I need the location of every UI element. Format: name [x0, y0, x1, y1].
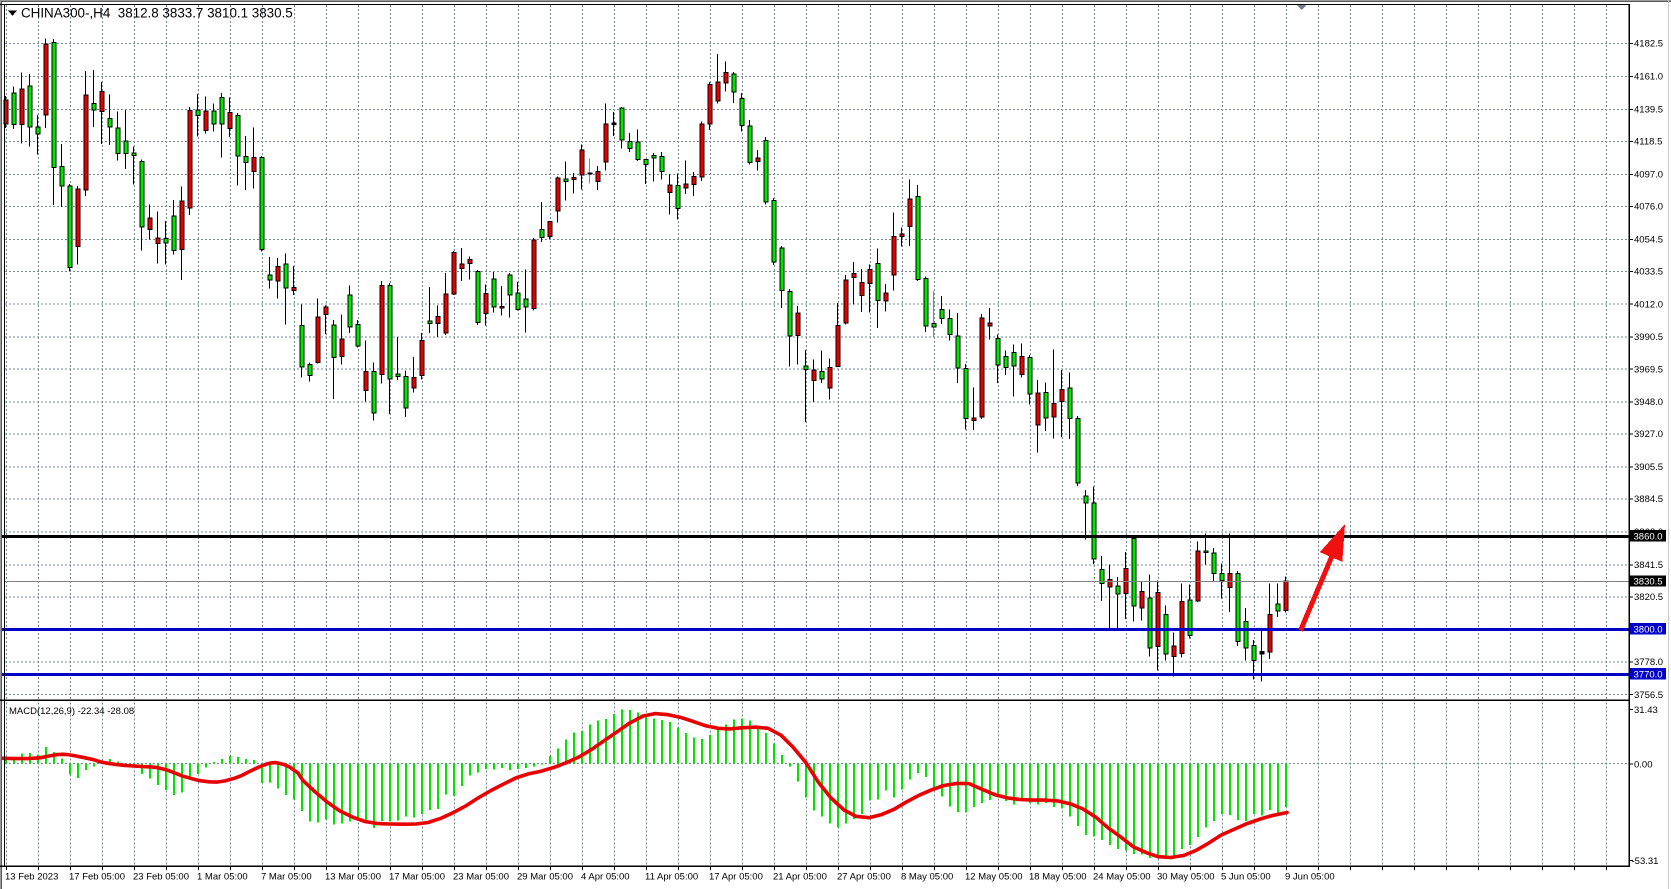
svg-text:21 Apr 05:00: 21 Apr 05:00	[773, 872, 827, 883]
svg-text:7 Mar 05:00: 7 Mar 05:00	[261, 872, 312, 883]
svg-text:0.00: 0.00	[1634, 759, 1653, 770]
svg-text:4097.0: 4097.0	[1634, 169, 1663, 180]
svg-text:3820.5: 3820.5	[1634, 592, 1663, 603]
svg-text:31.43: 31.43	[1634, 705, 1658, 716]
svg-text:5 Jun 05:00: 5 Jun 05:00	[1221, 872, 1271, 883]
svg-text:13 Feb 2023: 13 Feb 2023	[5, 872, 58, 883]
svg-text:3841.5: 3841.5	[1634, 560, 1663, 571]
svg-text:3884.5: 3884.5	[1634, 494, 1663, 505]
svg-text:18 May 05:00: 18 May 05:00	[1029, 872, 1087, 883]
svg-text:13 Mar 05:00: 13 Mar 05:00	[325, 872, 381, 883]
svg-text:8 May 05:00: 8 May 05:00	[901, 872, 953, 883]
svg-text:CHINA300-,H4 3812.8 3833.7 38: CHINA300-,H4 3812.8 3833.7 3810.1 3830.5	[21, 6, 293, 21]
svg-text:30 May 05:00: 30 May 05:00	[1157, 872, 1215, 883]
svg-text:3905.5: 3905.5	[1634, 462, 1663, 473]
svg-text:MACD(12,26,9) -22.34 -28.08: MACD(12,26,9) -22.34 -28.08	[9, 706, 134, 717]
svg-text:3860.0: 3860.0	[1634, 531, 1663, 542]
svg-text:27 Apr 05:00: 27 Apr 05:00	[837, 872, 891, 883]
svg-text:4 Apr 05:00: 4 Apr 05:00	[581, 872, 630, 883]
svg-text:17 Feb 05:00: 17 Feb 05:00	[69, 872, 125, 883]
svg-text:4033.5: 4033.5	[1634, 267, 1663, 278]
svg-text:4076.0: 4076.0	[1634, 202, 1663, 213]
svg-text:-53.31: -53.31	[1632, 856, 1659, 867]
svg-text:3927.0: 3927.0	[1634, 429, 1663, 440]
svg-text:4182.5: 4182.5	[1634, 39, 1663, 50]
svg-text:3756.5: 3756.5	[1634, 690, 1663, 701]
svg-text:29 Mar 05:00: 29 Mar 05:00	[517, 872, 573, 883]
svg-text:3969.5: 3969.5	[1634, 364, 1663, 375]
svg-text:12 May 05:00: 12 May 05:00	[965, 872, 1023, 883]
svg-text:17 Apr 05:00: 17 Apr 05:00	[709, 872, 763, 883]
svg-text:23 Feb 05:00: 23 Feb 05:00	[133, 872, 189, 883]
svg-text:11 Apr 05:00: 11 Apr 05:00	[645, 872, 698, 883]
svg-text:3770.0: 3770.0	[1634, 669, 1663, 680]
svg-text:4161.0: 4161.0	[1634, 72, 1663, 83]
svg-text:24 May 05:00: 24 May 05:00	[1093, 872, 1151, 883]
svg-text:3948.0: 3948.0	[1634, 397, 1663, 408]
svg-text:3990.5: 3990.5	[1634, 332, 1663, 343]
svg-text:4139.5: 4139.5	[1634, 104, 1663, 115]
svg-text:1 Mar 05:00: 1 Mar 05:00	[197, 872, 248, 883]
svg-text:3800.0: 3800.0	[1634, 624, 1663, 635]
svg-text:4118.5: 4118.5	[1634, 137, 1662, 148]
svg-text:17 Mar 05:00: 17 Mar 05:00	[389, 872, 445, 883]
svg-text:4054.5: 4054.5	[1634, 234, 1663, 245]
svg-text:23 Mar 05:00: 23 Mar 05:00	[453, 872, 509, 883]
svg-text:9 Jun 05:00: 9 Jun 05:00	[1285, 872, 1335, 883]
svg-text:3830.5: 3830.5	[1634, 577, 1663, 588]
svg-text:3778.0: 3778.0	[1634, 657, 1663, 668]
svg-text:4012.0: 4012.0	[1634, 299, 1663, 310]
